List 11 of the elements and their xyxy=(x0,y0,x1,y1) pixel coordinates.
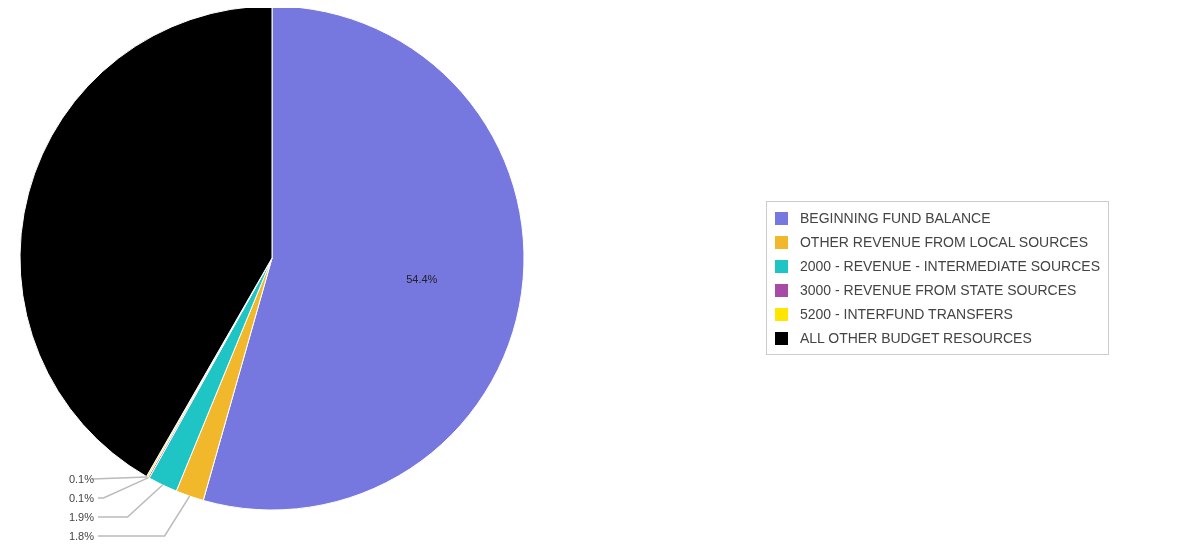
data-label: 1.8% xyxy=(68,530,95,542)
data-label: 0.1% xyxy=(68,492,95,504)
legend-label: OTHER REVENUE FROM LOCAL SOURCES xyxy=(799,233,1089,252)
data-label: 1.9% xyxy=(68,511,95,523)
legend-label: 2000 - REVENUE - INTERMEDIATE SOURCES xyxy=(799,257,1100,276)
data-label: 54.4% xyxy=(406,272,438,285)
legend-label: 3000 - REVENUE FROM STATE SOURCES xyxy=(799,281,1077,300)
legend-label: 5200 - INTERFUND TRANSFERS xyxy=(799,305,1013,324)
legend-label: ALL OTHER BUDGET RESOURCES xyxy=(799,329,1032,348)
data-label: 0.1% xyxy=(68,473,95,485)
legend-label: BEGINNING FUND BALANCE xyxy=(799,209,991,228)
